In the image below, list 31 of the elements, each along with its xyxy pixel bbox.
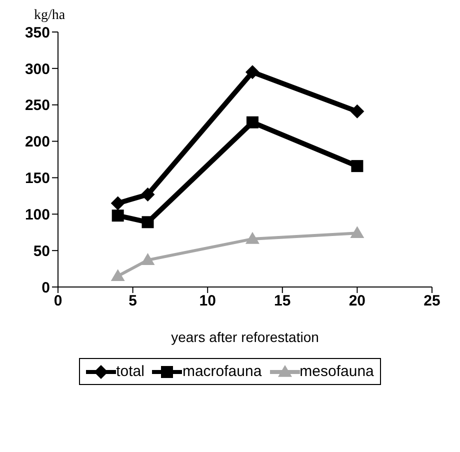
x-tick-label: 20	[348, 292, 366, 310]
y-tick-label: 50	[33, 242, 50, 260]
point	[246, 116, 258, 128]
y-tick-label: 250	[24, 97, 50, 114]
legend-label: total	[116, 363, 144, 380]
x-tick-label: 15	[274, 292, 291, 310]
point	[110, 196, 125, 210]
y-tick-label: 150	[24, 170, 50, 188]
point	[351, 160, 364, 172]
legend-label: mesofauna	[300, 363, 374, 380]
point	[350, 104, 364, 118]
point	[245, 65, 260, 80]
point	[110, 269, 125, 281]
point	[245, 232, 260, 244]
legend-label: macrofauna	[182, 363, 262, 380]
y-tick-label: 100	[24, 206, 50, 224]
y-tick-label: 200	[24, 134, 50, 151]
x-tick-label: 0	[54, 292, 62, 310]
x-tick-label: 5	[128, 292, 137, 310]
point	[112, 210, 124, 222]
y-axis-title: kg/ha	[34, 8, 66, 23]
y-tick-label: 0	[42, 279, 50, 296]
point	[142, 216, 154, 228]
y-tick-label: 300	[24, 60, 50, 78]
point	[350, 226, 364, 238]
x-tick-label: 10	[199, 292, 216, 310]
x-axis-title: years after reforestation	[171, 329, 319, 345]
y-tick-label: 350	[24, 24, 50, 42]
x-tick-label: 25	[424, 292, 440, 310]
point	[140, 187, 155, 202]
point	[140, 253, 155, 265]
